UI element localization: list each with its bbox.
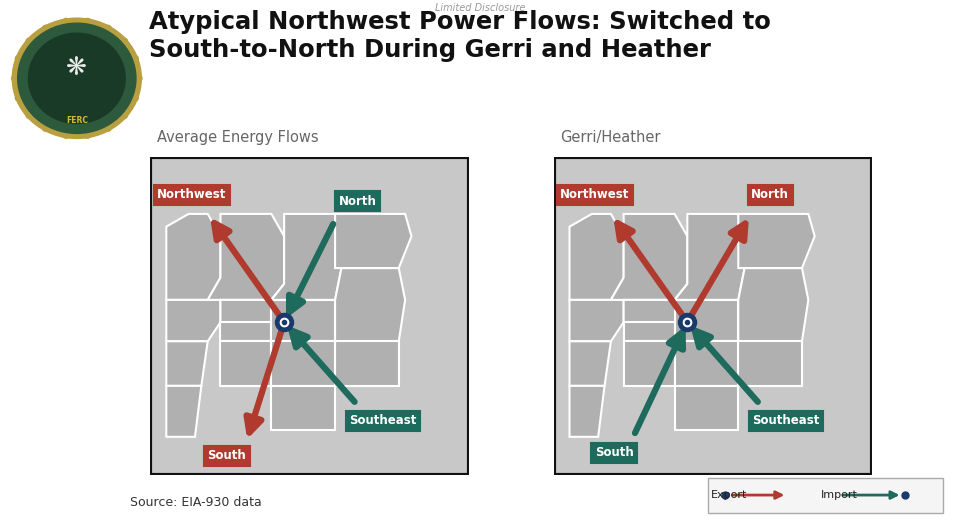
Text: South: South [207,449,246,462]
Circle shape [12,18,141,138]
Polygon shape [675,214,745,300]
Polygon shape [166,214,221,300]
Polygon shape [675,386,738,431]
Text: Limited Disclosure: Limited Disclosure [435,3,525,13]
Polygon shape [624,341,675,386]
Polygon shape [272,386,335,431]
Polygon shape [272,300,335,341]
Polygon shape [675,300,738,341]
Circle shape [84,18,91,25]
Circle shape [121,38,128,44]
Text: Southeast: Southeast [753,414,820,428]
Polygon shape [207,214,284,300]
Polygon shape [272,214,342,300]
Circle shape [135,75,142,81]
Polygon shape [569,300,624,341]
Circle shape [62,132,69,138]
Circle shape [12,75,18,81]
Circle shape [15,95,22,101]
Text: Northwest: Northwest [561,188,630,201]
Circle shape [29,33,125,123]
Text: Import: Import [821,490,857,500]
Text: Northwest: Northwest [157,188,227,201]
Polygon shape [335,268,405,341]
Polygon shape [738,214,815,268]
Text: Source: EIA-930 data: Source: EIA-930 data [130,496,261,509]
Polygon shape [624,284,687,322]
Circle shape [105,25,111,31]
Text: FERC: FERC [66,116,87,125]
Polygon shape [738,341,802,386]
Text: Gerri/Heather: Gerri/Heather [560,130,660,146]
Text: North: North [751,188,789,201]
Text: South: South [594,446,634,459]
Circle shape [132,55,138,62]
FancyBboxPatch shape [708,478,943,514]
Circle shape [17,23,136,134]
Text: ❋: ❋ [66,56,87,80]
Circle shape [26,112,33,118]
Polygon shape [569,214,624,300]
Circle shape [15,55,22,62]
Polygon shape [624,322,675,341]
Polygon shape [166,341,207,386]
Circle shape [132,95,138,101]
Circle shape [84,132,91,138]
Text: Average Energy Flows: Average Energy Flows [156,130,319,146]
Circle shape [26,38,33,44]
Polygon shape [166,386,202,437]
Text: Export: Export [710,490,747,500]
FancyBboxPatch shape [151,157,468,475]
Polygon shape [221,322,272,341]
Circle shape [105,125,111,132]
Polygon shape [272,341,335,386]
Polygon shape [611,214,687,300]
Polygon shape [166,300,221,341]
Polygon shape [335,214,412,268]
Polygon shape [335,341,398,386]
Circle shape [121,112,128,118]
Text: North: North [339,195,376,208]
Polygon shape [675,341,738,386]
Circle shape [62,18,69,25]
Polygon shape [221,341,272,386]
Polygon shape [569,341,611,386]
Circle shape [42,125,49,132]
Text: Southeast: Southeast [349,414,417,428]
FancyBboxPatch shape [554,157,872,475]
Polygon shape [738,268,808,341]
Polygon shape [221,284,284,322]
Text: Atypical Northwest Power Flows: Switched to
South-to-North During Gerri and Heat: Atypical Northwest Power Flows: Switched… [149,10,771,62]
Circle shape [42,25,49,31]
Polygon shape [569,386,605,437]
